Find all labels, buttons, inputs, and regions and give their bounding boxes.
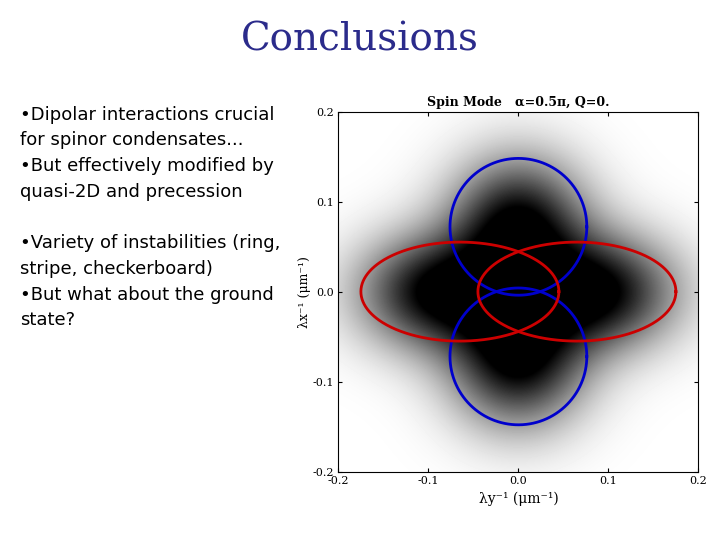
Text: Conclusions: Conclusions [241,22,479,59]
Text: •Dipolar interactions crucial
for spinor condensates...
•But effectively modifie: •Dipolar interactions crucial for spinor… [20,106,281,329]
Title: Spin Mode   α=0.5π, Q=0.: Spin Mode α=0.5π, Q=0. [427,96,610,109]
Y-axis label: λx⁻¹ (μm⁻¹): λx⁻¹ (μm⁻¹) [297,255,310,328]
X-axis label: λy⁻¹ (μm⁻¹): λy⁻¹ (μm⁻¹) [479,492,558,507]
